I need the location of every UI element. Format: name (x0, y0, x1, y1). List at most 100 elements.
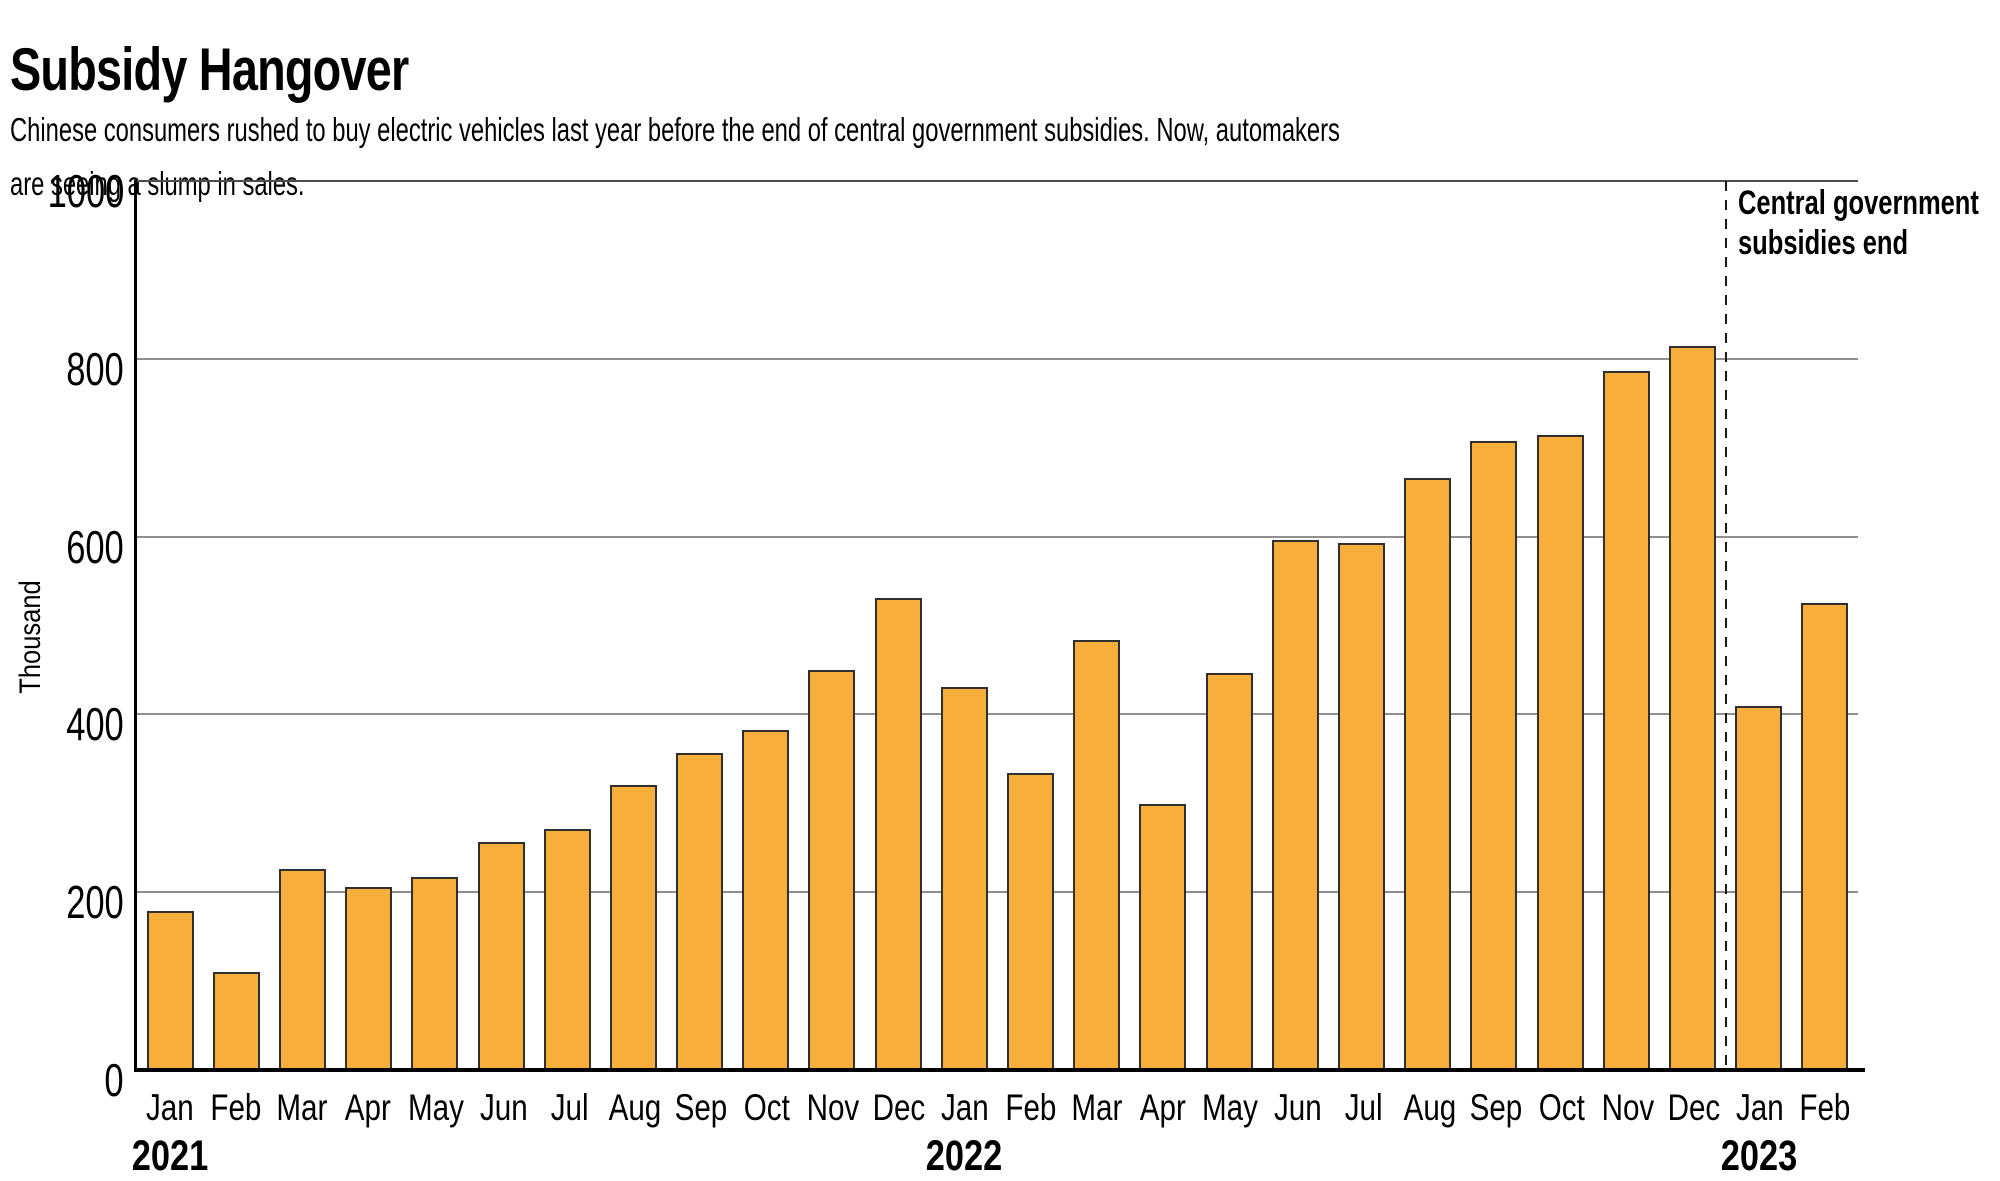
x-tick-jun-2022: Jun (1265, 1086, 1331, 1130)
chart-subtitle-line2: are seeing a slump in sales. (10, 165, 305, 202)
x-tick-text: Aug (608, 1087, 662, 1128)
bar-slot-may-2021 (402, 181, 468, 1070)
x-tick-sep-2021: Sep (668, 1086, 734, 1130)
x-tick-feb-2022: Feb (998, 1086, 1064, 1130)
bar-feb-2021 (212, 972, 260, 1070)
x-tick-nov-2021: Nov (800, 1086, 866, 1130)
bar-slot-jan-2021 (137, 181, 203, 1070)
x-tick-text: Sep (1469, 1087, 1523, 1128)
bar-mar-2022 (1073, 639, 1121, 1070)
x-tick-text: Dec (872, 1087, 926, 1128)
y-tick-text: 400 (66, 698, 124, 751)
x-tick-text: Jan (940, 1087, 989, 1128)
x-tick-text: Dec (1667, 1087, 1720, 1128)
x-tick-text: Aug (1403, 1087, 1457, 1128)
x-tick-text: Nov (806, 1087, 860, 1128)
x-tick-nov-2022: Nov (1595, 1086, 1661, 1130)
y-tick-label-200: 200 (0, 876, 124, 928)
year-label-2022: 2022 (917, 1132, 1013, 1180)
bar-slot-feb-2023 (1792, 181, 1858, 1070)
x-tick-mar-2022: Mar (1063, 1086, 1129, 1130)
x-tick-text: Nov (1601, 1087, 1654, 1128)
x-tick-text: Jul (1345, 1087, 1383, 1128)
bar-jan-2022 (940, 686, 988, 1070)
bar-may-2022 (1205, 672, 1253, 1070)
x-tick-sep-2022: Sep (1463, 1086, 1529, 1130)
bar-nov-2021 (808, 669, 856, 1070)
chart-subtitle-line1: Chinese consumers rushed to buy electric… (10, 111, 1340, 148)
year-label-2021: 2021 (122, 1132, 218, 1180)
x-tick-jun-2021: Jun (470, 1086, 536, 1130)
bar-slot-apr-2021 (336, 181, 402, 1070)
year-label-text: 2022 (926, 1132, 1003, 1180)
bar-apr-2021 (345, 886, 393, 1070)
bar-slot-oct-2022 (1527, 181, 1593, 1070)
bar-slot-jan-2022 (931, 181, 997, 1070)
bar-apr-2022 (1139, 804, 1187, 1070)
x-tick-may-2022: May (1195, 1086, 1265, 1130)
bar-mar-2021 (278, 869, 326, 1070)
x-tick-text: May (407, 1087, 464, 1128)
x-tick-text: Oct (743, 1087, 790, 1128)
bar-slot-jun-2021 (468, 181, 534, 1070)
x-axis-baseline (137, 1068, 1865, 1072)
bar-slot-feb-2022 (997, 181, 1063, 1070)
x-tick-may-2021: May (401, 1086, 471, 1130)
plot-area: Central government subsidies end (134, 180, 1979, 1072)
plot-top-border (137, 180, 1858, 182)
y-axis-title: Thousand (14, 580, 47, 694)
bar-jun-2022 (1271, 540, 1319, 1070)
annotation-line1: Central government (1737, 184, 1979, 222)
y-tick-label-1000: 1000 (0, 165, 124, 217)
bar-slot-nov-2022 (1593, 181, 1659, 1070)
x-tick-feb-2021: Feb (203, 1086, 269, 1130)
bar-sep-2021 (676, 752, 724, 1070)
bar-feb-2022 (1007, 773, 1055, 1070)
bar-slot-jul-2022 (1328, 181, 1394, 1070)
x-tick-oct-2022: Oct (1529, 1086, 1595, 1130)
gridline-400 (137, 713, 1858, 716)
x-tick-feb-2023: Feb (1792, 1086, 1858, 1130)
bar-slot-oct-2021 (733, 181, 799, 1070)
y-tick-text: 800 (66, 342, 124, 395)
x-tick-apr-2022: Apr (1129, 1086, 1195, 1130)
bar-slot-sep-2021 (667, 181, 733, 1070)
y-tick-label-400: 400 (0, 698, 124, 750)
bar-series (137, 181, 1858, 1070)
x-tick-jan-2023: Jan (1726, 1086, 1792, 1130)
bar-slot-dec-2022 (1659, 181, 1725, 1070)
bar-slot-aug-2021 (600, 181, 666, 1070)
x-tick-text: Jan (1735, 1087, 1784, 1128)
bar-jul-2022 (1337, 542, 1385, 1070)
bar-may-2021 (411, 877, 459, 1070)
bar-jan-2021 (146, 910, 194, 1070)
x-tick-mar-2021: Mar (269, 1086, 335, 1130)
annotation-line2: subsidies end (1737, 224, 1908, 262)
gridline-800 (137, 357, 1858, 360)
bar-feb-2023 (1801, 603, 1849, 1070)
bar-oct-2021 (742, 729, 790, 1070)
bar-jun-2021 (477, 842, 525, 1070)
x-tick-jul-2021: Jul (536, 1086, 602, 1130)
bar-slot-jun-2022 (1262, 181, 1328, 1070)
x-tick-jan-2022: Jan (932, 1086, 998, 1130)
subsidies-end-annotation: Central government subsidies end (1738, 183, 2000, 263)
y-tick-label-600: 600 (0, 521, 124, 573)
subsidies-end-dashed-line (1724, 181, 1728, 1070)
bar-slot-nov-2021 (799, 181, 865, 1070)
bar-slot-mar-2021 (269, 181, 335, 1070)
x-tick-aug-2022: Aug (1397, 1086, 1463, 1130)
year-label-2023: 2023 (1711, 1132, 1807, 1180)
year-label-text: 2021 (131, 1132, 209, 1180)
y-tick-text: 200 (66, 876, 124, 929)
bar-dec-2021 (874, 597, 922, 1070)
bar-aug-2021 (609, 784, 657, 1070)
x-tick-text: Jun (479, 1087, 528, 1128)
x-tick-jul-2022: Jul (1331, 1086, 1397, 1130)
bar-slot-feb-2021 (203, 181, 269, 1070)
y-tick-label-0: 0 (0, 1054, 124, 1106)
x-tick-dec-2022: Dec (1661, 1086, 1727, 1130)
bar-nov-2022 (1602, 371, 1650, 1070)
x-tick-text: Mar (1070, 1087, 1122, 1128)
